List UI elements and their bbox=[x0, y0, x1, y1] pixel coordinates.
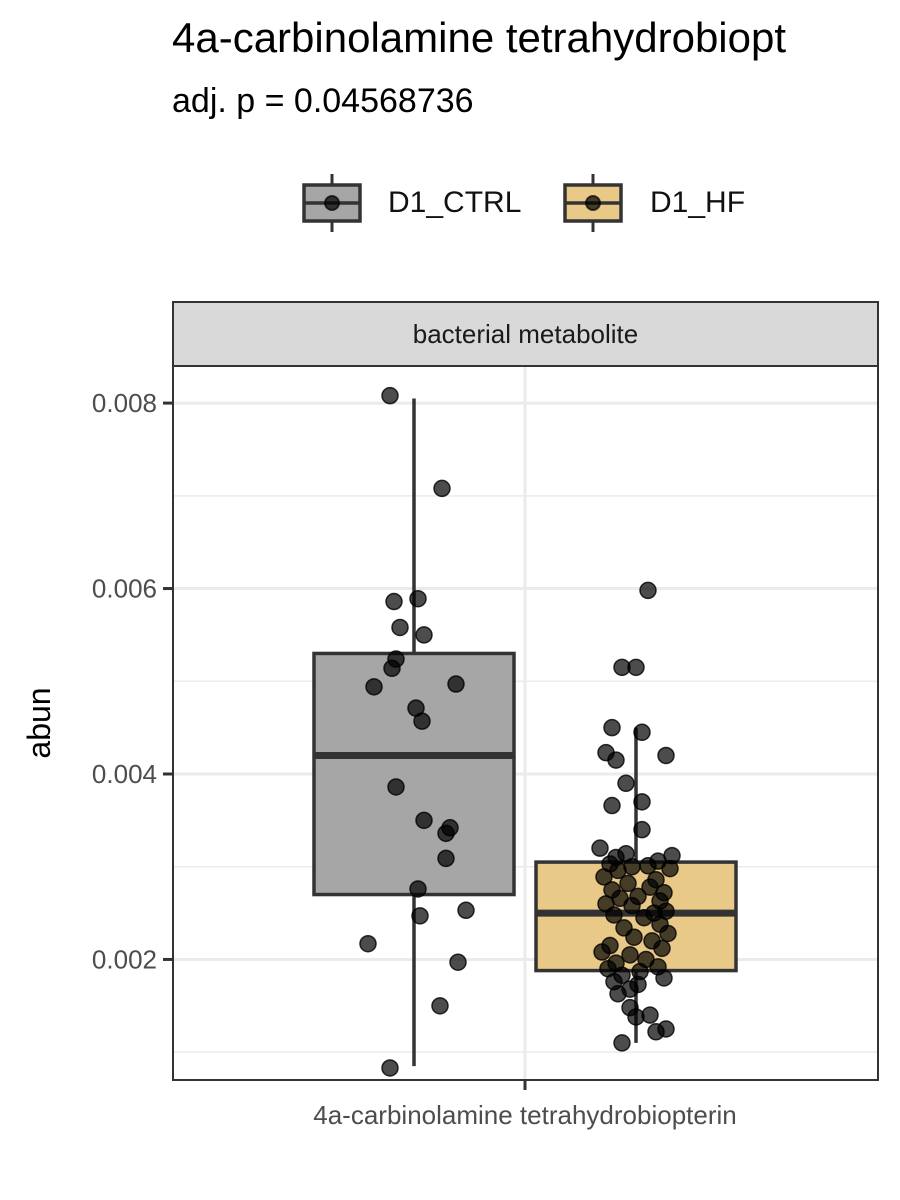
data-point bbox=[449, 953, 467, 971]
data-point bbox=[609, 861, 627, 880]
legend-key-hf bbox=[563, 174, 623, 232]
data-point bbox=[617, 774, 635, 793]
data-point bbox=[607, 751, 625, 769]
data-point bbox=[381, 1059, 399, 1077]
data-point bbox=[655, 969, 673, 987]
y-tick-label: 0.004 bbox=[92, 759, 157, 789]
y-tick-label: 0.002 bbox=[92, 944, 157, 974]
data-point bbox=[609, 985, 627, 1003]
legend-keys bbox=[302, 174, 623, 232]
data-point bbox=[437, 824, 455, 843]
data-point bbox=[437, 849, 455, 868]
data-point bbox=[635, 908, 653, 927]
data-point bbox=[595, 868, 613, 886]
data-point bbox=[415, 811, 433, 830]
box-d1-ctrl bbox=[312, 651, 516, 897]
facet-label: bacterial metabolite bbox=[413, 319, 638, 349]
data-point bbox=[633, 820, 651, 839]
data-point bbox=[431, 997, 449, 1015]
data-point bbox=[619, 874, 637, 893]
chart-subtitle: adj. p = 0.04568736 bbox=[172, 82, 474, 120]
data-point bbox=[433, 479, 451, 498]
data-point bbox=[411, 907, 429, 925]
data-point bbox=[639, 581, 657, 600]
data-point bbox=[659, 924, 677, 943]
data-point bbox=[409, 589, 427, 608]
data-point bbox=[391, 618, 409, 637]
data-point bbox=[613, 1034, 631, 1052]
data-point bbox=[625, 928, 643, 946]
data-point bbox=[653, 939, 671, 958]
data-point bbox=[657, 746, 675, 765]
chart-title: 4a-carbinolamine tetrahydrobiopt bbox=[172, 14, 787, 61]
data-point bbox=[603, 718, 621, 737]
data-point bbox=[621, 946, 639, 964]
data-point bbox=[415, 626, 433, 644]
data-point bbox=[409, 880, 427, 898]
data-point bbox=[359, 934, 377, 953]
data-point bbox=[627, 658, 645, 677]
y-tick-label: 0.006 bbox=[92, 574, 157, 604]
data-point bbox=[627, 1008, 645, 1026]
data-point bbox=[633, 723, 651, 742]
legend-label-hf: D1_HF bbox=[650, 186, 746, 219]
legend-key-ctrl bbox=[302, 174, 362, 232]
data-point bbox=[591, 839, 609, 857]
data-point bbox=[623, 896, 641, 915]
data-point bbox=[661, 859, 679, 878]
data-point bbox=[633, 793, 651, 811]
data-point bbox=[385, 592, 403, 611]
x-tick-label: 4a-carbinolamine tetrahydrobiopterin bbox=[313, 1100, 736, 1130]
data-point bbox=[647, 1023, 665, 1041]
data-point bbox=[593, 943, 611, 961]
data-point bbox=[381, 386, 399, 405]
legend: D1_CTRL D1_HF bbox=[0, 170, 900, 240]
facet-strip bbox=[172, 301, 879, 367]
y-tick-label: 0.008 bbox=[92, 388, 157, 418]
data-point bbox=[383, 659, 401, 678]
data-point bbox=[447, 675, 465, 693]
legend-label-ctrl: D1_CTRL bbox=[388, 186, 522, 219]
data-point bbox=[457, 901, 475, 920]
data-point bbox=[387, 778, 405, 796]
data-point bbox=[365, 678, 383, 696]
data-point bbox=[605, 906, 623, 924]
data-point bbox=[603, 796, 621, 815]
data-point bbox=[413, 712, 431, 730]
y-axis-title: abun bbox=[21, 687, 57, 758]
